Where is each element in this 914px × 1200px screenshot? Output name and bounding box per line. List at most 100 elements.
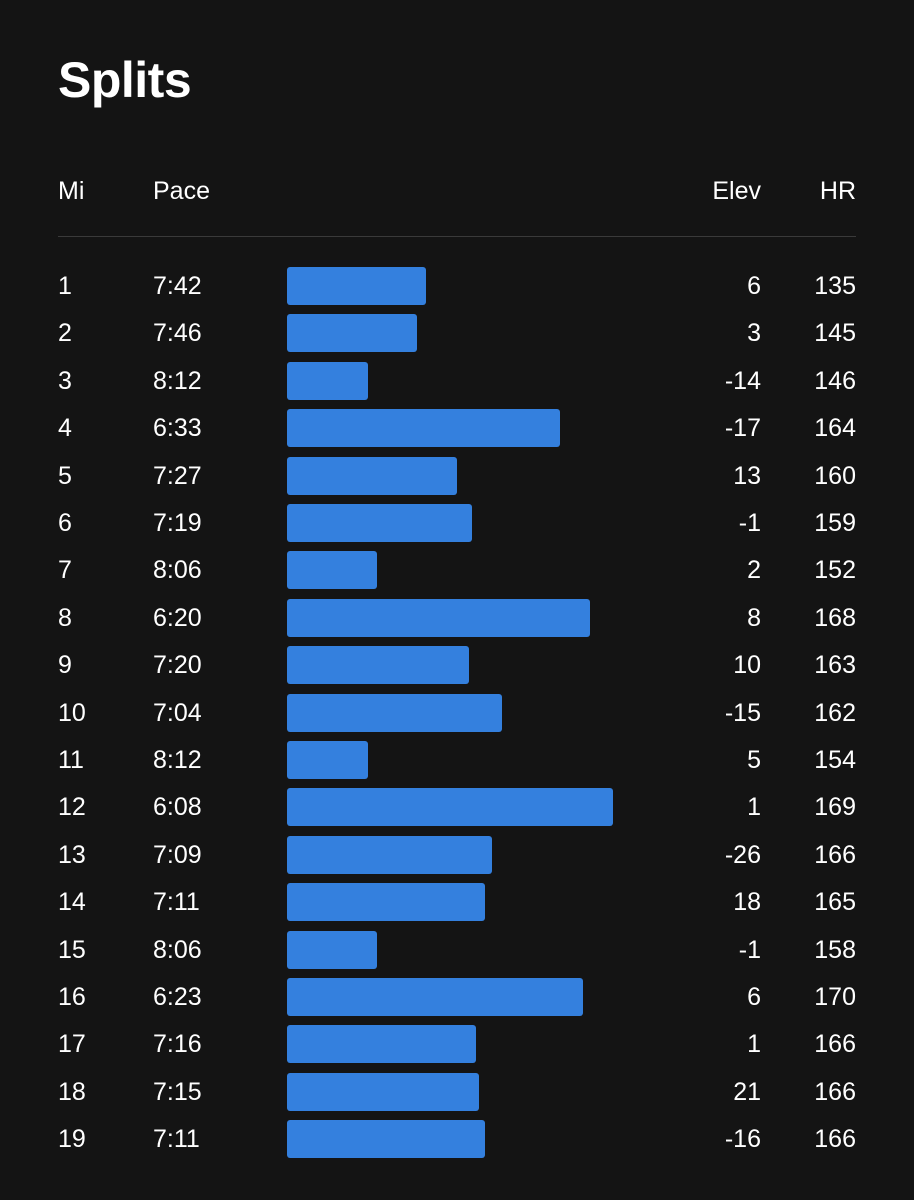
split-mile: 7 (58, 556, 72, 585)
split-elevation: 6 (747, 272, 761, 300)
split-pace: 7:20 (153, 651, 202, 680)
split-pace-bar (287, 1072, 479, 1111)
split-pace-bar (287, 1120, 485, 1159)
split-mile: 9 (58, 651, 72, 680)
split-mile: 8 (58, 603, 72, 632)
split-pace: 7:16 (153, 1030, 202, 1059)
split-pace: 7:27 (153, 461, 202, 490)
split-pace: 6:20 (153, 603, 202, 632)
split-heart-rate: 154 (814, 746, 856, 774)
split-mile: 16 (58, 983, 86, 1011)
split-heart-rate: 158 (814, 935, 856, 964)
split-pace-bar (287, 409, 560, 448)
split-heart-rate: 166 (814, 840, 856, 869)
split-pace: 7:46 (153, 319, 202, 348)
split-heart-rate: 170 (814, 983, 856, 1011)
split-row: 8 6:20 8 168 (0, 598, 914, 638)
split-elevation: 3 (747, 319, 761, 348)
split-pace-bar (287, 504, 472, 542)
split-elevation: -17 (724, 414, 761, 443)
split-pace: 8:12 (153, 366, 202, 395)
split-elevation: -1 (738, 935, 761, 964)
split-pace-bar (287, 314, 417, 353)
split-mile: 5 (58, 461, 72, 490)
split-pace: 6:33 (153, 414, 202, 443)
split-row: 7 8:06 2 152 (0, 550, 914, 590)
split-row: 9 7:20 10 163 (0, 645, 914, 685)
heart-rate-column-header: HR (819, 177, 856, 205)
split-pace-bar (287, 598, 590, 637)
split-elevation: 2 (747, 556, 761, 585)
split-pace-bar (287, 883, 485, 922)
split-mile: 2 (58, 319, 72, 348)
split-pace-bar (287, 930, 377, 969)
split-row: 14 7:11 18 165 (0, 882, 914, 922)
split-pace: 7:15 (153, 1077, 202, 1106)
split-pace: 7:04 (153, 698, 202, 727)
split-row: 15 8:06 -1 158 (0, 930, 914, 970)
split-mile: 13 (58, 840, 86, 869)
split-pace: 8:06 (153, 556, 202, 585)
split-pace-bar (287, 693, 502, 732)
split-row: 4 6:33 -17 164 (0, 408, 914, 448)
split-elevation: -26 (724, 840, 761, 869)
split-mile: 19 (58, 1125, 86, 1154)
split-pace-bar (287, 1025, 476, 1064)
split-elevation: -1 (738, 509, 761, 537)
split-pace-bar (287, 978, 583, 1016)
elevation-column-header: Elev (712, 177, 761, 205)
split-pace-bar (287, 361, 368, 400)
split-elevation: -16 (724, 1125, 761, 1154)
split-elevation: 10 (733, 651, 761, 680)
split-pace: 8:12 (153, 746, 202, 774)
split-heart-rate: 164 (814, 414, 856, 443)
split-mile: 1 (58, 272, 72, 300)
split-pace: 7:11 (153, 1125, 200, 1154)
split-row: 18 7:15 21 166 (0, 1072, 914, 1112)
splits-header-row: Mi Pace Elev HR (58, 174, 856, 208)
split-pace-bar (287, 551, 377, 590)
split-mile: 18 (58, 1077, 86, 1106)
split-row: 2 7:46 3 145 (0, 313, 914, 353)
split-pace-bar (287, 646, 469, 685)
split-heart-rate: 135 (814, 272, 856, 300)
split-elevation: 21 (733, 1077, 761, 1106)
split-heart-rate: 169 (814, 793, 856, 822)
split-pace-bar (287, 267, 426, 305)
split-mile: 11 (58, 746, 84, 774)
split-pace: 7:09 (153, 840, 202, 869)
split-pace: 6:23 (153, 983, 202, 1011)
split-elevation: 5 (747, 746, 761, 774)
split-elevation: 1 (747, 1030, 761, 1059)
split-elevation: 6 (747, 983, 761, 1011)
split-mile: 4 (58, 414, 72, 443)
split-row: 6 7:19 -1 159 (0, 503, 914, 543)
split-pace: 7:11 (153, 888, 200, 917)
split-row: 12 6:08 1 169 (0, 787, 914, 827)
split-row: 11 8:12 5 154 (0, 740, 914, 780)
split-heart-rate: 166 (814, 1030, 856, 1059)
split-row: 5 7:27 13 160 (0, 456, 914, 496)
split-elevation: 18 (733, 888, 761, 917)
split-mile: 6 (58, 509, 72, 537)
split-mile: 10 (58, 698, 86, 727)
split-row: 3 8:12 -14 146 (0, 361, 914, 401)
split-heart-rate: 162 (814, 698, 856, 727)
split-heart-rate: 152 (814, 556, 856, 585)
split-heart-rate: 159 (814, 509, 856, 537)
split-heart-rate: 166 (814, 1077, 856, 1106)
split-elevation: -15 (724, 698, 761, 727)
header-divider (58, 236, 856, 237)
mile-column-header: Mi (58, 177, 85, 205)
split-pace: 8:06 (153, 935, 202, 964)
split-elevation: 1 (747, 793, 761, 822)
split-heart-rate: 163 (814, 651, 856, 680)
split-row: 13 7:09 -26 166 (0, 835, 914, 875)
split-pace-bar (287, 835, 492, 874)
split-heart-rate: 145 (814, 319, 856, 348)
split-row: 1 7:42 6 135 (0, 266, 914, 306)
split-elevation: 8 (747, 603, 761, 632)
split-pace: 7:42 (153, 272, 202, 300)
split-heart-rate: 168 (814, 603, 856, 632)
split-row: 16 6:23 6 170 (0, 977, 914, 1017)
